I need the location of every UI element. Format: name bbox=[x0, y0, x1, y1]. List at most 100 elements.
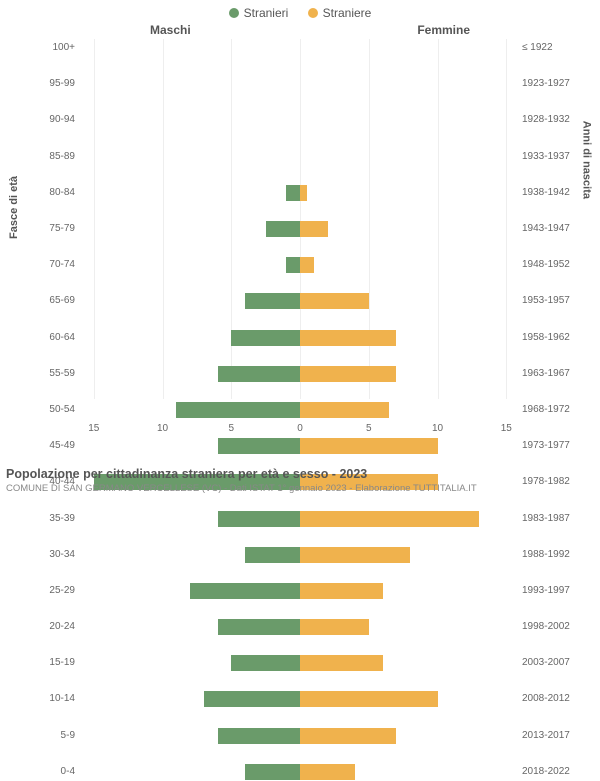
bar-female bbox=[300, 438, 438, 454]
birth-label: 1978-1982 bbox=[522, 476, 580, 487]
x-tick-label: 10 bbox=[157, 423, 168, 434]
birth-label: 2013-2017 bbox=[522, 730, 580, 741]
bar-male bbox=[190, 583, 300, 599]
pyramid-row: 20-241998-2002 bbox=[80, 618, 520, 636]
x-tick-label: 5 bbox=[366, 423, 372, 434]
age-label: 15-19 bbox=[20, 657, 75, 668]
bar-male bbox=[286, 185, 300, 201]
header-male: Maschi bbox=[150, 23, 191, 37]
age-label: 50-54 bbox=[20, 404, 75, 415]
chart-title: Popolazione per cittadinanza straniera p… bbox=[6, 467, 477, 481]
bar-female bbox=[300, 547, 410, 563]
x-tick-label: 15 bbox=[88, 423, 99, 434]
pyramid-row: 75-791943-1947 bbox=[80, 220, 520, 238]
x-tick-label: 0 bbox=[297, 423, 303, 434]
bar-female bbox=[300, 402, 389, 418]
pyramid-row: 95-991923-1927 bbox=[80, 75, 520, 93]
age-label: 35-39 bbox=[20, 513, 75, 524]
legend-item-male: Stranieri bbox=[229, 6, 289, 20]
birth-label: 1933-1937 bbox=[522, 151, 580, 162]
bar-female bbox=[300, 511, 479, 527]
age-label: 0-4 bbox=[20, 766, 75, 777]
birth-label: 1938-1942 bbox=[522, 187, 580, 198]
bar-male bbox=[245, 293, 300, 309]
pyramid-row: 85-891933-1937 bbox=[80, 148, 520, 166]
birth-label: 1923-1927 bbox=[522, 78, 580, 89]
age-label: 80-84 bbox=[20, 187, 75, 198]
x-axis: 15 10 5 0 5 10 15 bbox=[80, 419, 520, 439]
birth-label: 1983-1987 bbox=[522, 513, 580, 524]
birth-label: ≤ 1922 bbox=[522, 42, 580, 53]
pyramid-row: 10-142008-2012 bbox=[80, 690, 520, 708]
legend: Stranieri Straniere bbox=[0, 0, 600, 23]
pyramid-row: 65-691953-1957 bbox=[80, 292, 520, 310]
age-label: 95-99 bbox=[20, 78, 75, 89]
age-label: 45-49 bbox=[20, 440, 75, 451]
header-female: Femmine bbox=[417, 23, 470, 37]
birth-label: 1968-1972 bbox=[522, 404, 580, 415]
bar-male bbox=[245, 547, 300, 563]
legend-label-male: Stranieri bbox=[244, 6, 289, 20]
x-tick-label: 15 bbox=[501, 423, 512, 434]
y-axis-left-title: Fasce di età bbox=[8, 176, 20, 239]
bar-male bbox=[245, 764, 300, 780]
age-label: 70-74 bbox=[20, 259, 75, 270]
age-label: 55-59 bbox=[20, 368, 75, 379]
pyramid-row: 90-941928-1932 bbox=[80, 111, 520, 129]
x-tick-label: 5 bbox=[228, 423, 234, 434]
bar-female bbox=[300, 257, 314, 273]
pyramid-row: 55-591963-1967 bbox=[80, 365, 520, 383]
birth-label: 2008-2012 bbox=[522, 693, 580, 704]
bar-female bbox=[300, 764, 355, 780]
bar-female bbox=[300, 221, 328, 237]
birth-label: 1948-1952 bbox=[522, 259, 580, 270]
age-label: 60-64 bbox=[20, 332, 75, 343]
chart-subtitle: COMUNE DI SAN GERMANO VERCELLESE (VC) - … bbox=[6, 483, 477, 494]
bar-female bbox=[300, 619, 369, 635]
bar-male bbox=[218, 511, 301, 527]
age-label: 85-89 bbox=[20, 151, 75, 162]
pyramid-row: 25-291993-1997 bbox=[80, 582, 520, 600]
circle-icon bbox=[308, 8, 318, 18]
bar-female bbox=[300, 330, 396, 346]
pyramid-row: 30-341988-1992 bbox=[80, 546, 520, 564]
pyramid-row: 35-391983-1987 bbox=[80, 510, 520, 528]
footer: Popolazione per cittadinanza straniera p… bbox=[6, 467, 477, 494]
bar-male bbox=[286, 257, 300, 273]
pyramid-row: 5-92013-2017 bbox=[80, 727, 520, 745]
age-label: 90-94 bbox=[20, 114, 75, 125]
legend-item-female: Straniere bbox=[308, 6, 372, 20]
bar-male bbox=[231, 655, 300, 671]
pyramid-row: 15-192003-2007 bbox=[80, 654, 520, 672]
birth-label: 1993-1997 bbox=[522, 585, 580, 596]
birth-label: 1963-1967 bbox=[522, 368, 580, 379]
pyramid-row: 45-491973-1977 bbox=[80, 437, 520, 455]
bar-male bbox=[266, 221, 300, 237]
bar-female bbox=[300, 655, 383, 671]
plot-area: Fasce di età Anni di nascita 100+≤ 19229… bbox=[20, 39, 580, 439]
bar-female bbox=[300, 583, 383, 599]
pyramid-row: 0-42018-2022 bbox=[80, 763, 520, 781]
birth-label: 2003-2007 bbox=[522, 657, 580, 668]
bar-female bbox=[300, 728, 396, 744]
pyramid-row: 80-841938-1942 bbox=[80, 184, 520, 202]
bar-male bbox=[218, 366, 301, 382]
age-label: 10-14 bbox=[20, 693, 75, 704]
y-axis-right-title: Anni di nascita bbox=[580, 121, 592, 199]
age-label: 75-79 bbox=[20, 223, 75, 234]
age-label: 5-9 bbox=[20, 730, 75, 741]
age-label: 20-24 bbox=[20, 621, 75, 632]
bar-female bbox=[300, 293, 369, 309]
age-label: 25-29 bbox=[20, 585, 75, 596]
bar-male bbox=[218, 619, 301, 635]
birth-label: 1958-1962 bbox=[522, 332, 580, 343]
gender-headers: Maschi Femmine bbox=[0, 23, 600, 39]
bar-male bbox=[176, 402, 300, 418]
bars-region: 100+≤ 192295-991923-192790-941928-193285… bbox=[80, 39, 520, 419]
x-tick-label: 10 bbox=[432, 423, 443, 434]
birth-label: 2018-2022 bbox=[522, 766, 580, 777]
bar-female bbox=[300, 366, 396, 382]
age-label: 100+ bbox=[20, 42, 75, 53]
chart-container: Stranieri Straniere Maschi Femmine Fasce… bbox=[0, 0, 600, 500]
pyramid-row: 50-541968-1972 bbox=[80, 401, 520, 419]
